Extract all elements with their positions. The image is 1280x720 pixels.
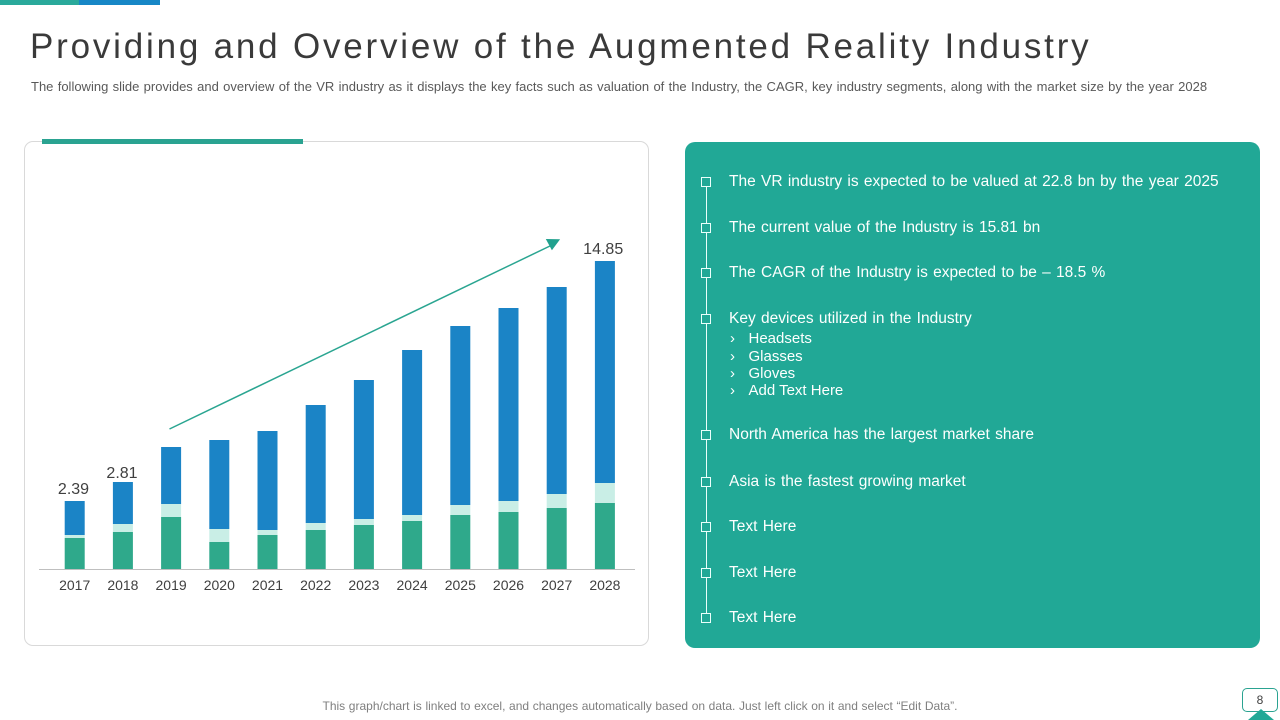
svg-text:2019: 2019 <box>156 577 187 593</box>
svg-text:2026: 2026 <box>493 577 524 593</box>
svg-text:2028: 2028 <box>589 577 620 593</box>
svg-text:2024: 2024 <box>397 577 428 593</box>
svg-text:2.39: 2.39 <box>58 481 89 498</box>
svg-text:2027: 2027 <box>541 577 572 593</box>
svg-text:2023: 2023 <box>348 577 379 593</box>
svg-text:2021: 2021 <box>252 577 283 593</box>
svg-text:2018: 2018 <box>107 577 138 593</box>
svg-text:2020: 2020 <box>204 577 235 593</box>
svg-text:2025: 2025 <box>445 577 476 593</box>
svg-text:2017: 2017 <box>59 577 90 593</box>
svg-text:2.81: 2.81 <box>106 465 137 482</box>
svg-text:2022: 2022 <box>300 577 331 593</box>
svg-text:14.85: 14.85 <box>583 241 623 258</box>
